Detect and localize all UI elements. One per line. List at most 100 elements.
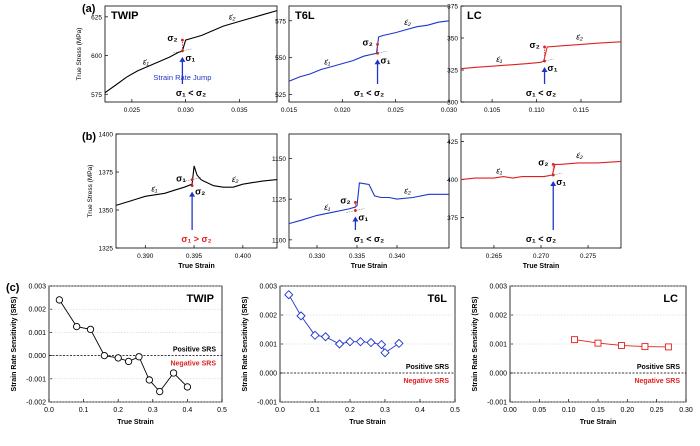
- data-point: [594, 339, 602, 347]
- data-point: [380, 348, 390, 358]
- y-axis-label: True Stress (MPa): [87, 165, 94, 218]
- y-tick-label: 375: [447, 215, 458, 222]
- y-tick-label: 0.003: [28, 284, 46, 291]
- panel-label: (a): [82, 3, 96, 15]
- stress-relation-label: σ₁ > σ₂: [181, 234, 211, 244]
- stress-strain-curve: [460, 41, 622, 70]
- y-tick-label: -0.001: [487, 400, 507, 407]
- strain-rate-1-label: ε̇₁: [496, 167, 503, 176]
- sigma1-label: σ₁: [358, 213, 368, 223]
- y-tick-label: 550: [275, 55, 286, 62]
- y-tick-label: 0.000: [259, 371, 277, 378]
- sigma1-label: σ₁: [556, 177, 566, 187]
- x-tick-label: 0.390: [137, 253, 154, 260]
- strain-rate-1-label: ε̇₁: [496, 55, 503, 64]
- chart-title: T6L: [295, 10, 315, 22]
- y-tick-label: -0.001: [26, 376, 46, 383]
- strain-rate-2-label: ε̇₂: [232, 175, 239, 184]
- extrapolation-line: [346, 208, 365, 213]
- arrow-head-icon: [189, 191, 196, 197]
- y-tick-label: 1125: [272, 197, 286, 204]
- stress-strain-curve: [460, 160, 622, 181]
- x-tick-label: 0.3: [148, 407, 158, 414]
- x-tick-label: 0.30: [679, 407, 693, 414]
- y-tick-label: 1350: [99, 208, 114, 215]
- x-axis-label: True Strain: [349, 419, 386, 426]
- chart-c-twip: 0.0 0.1 0.2 0.3 0.4 0.5 -0.002 -0.001 0.000 0.001…: [11, 284, 227, 427]
- y-tick-label: -0.002: [26, 400, 46, 407]
- strain-rate-2-label: ε̇₂: [404, 186, 411, 195]
- y-axis-label: True Stress (MPa): [76, 28, 83, 81]
- data-point: [145, 376, 153, 384]
- x-tick-label: 0.270: [533, 253, 550, 260]
- data-point: [355, 337, 366, 347]
- x-tick-label: 0.5: [217, 407, 227, 414]
- srs-series-line: [59, 299, 188, 393]
- sigma2-label: σ₂: [195, 187, 205, 197]
- data-point: [156, 387, 164, 396]
- sigma2-point: [354, 201, 357, 204]
- stress-relation-label: σ₁ < σ₂: [526, 234, 556, 244]
- data-point: [320, 332, 331, 342]
- sigma2-point: [551, 163, 555, 166]
- data-point: [618, 342, 625, 349]
- extrapolation-line: [535, 58, 554, 64]
- strain-rate-1-label: ε̇₁: [324, 58, 331, 67]
- x-tick-label: 0.030: [177, 107, 194, 114]
- y-tick-label: 0.000: [489, 371, 507, 378]
- x-tick-label: 0.400: [235, 253, 252, 260]
- sigma1-label: σ₁: [381, 55, 391, 65]
- data-point: [284, 290, 294, 300]
- y-axis-label: Strain Rate Sensitivity (SRS): [472, 297, 479, 392]
- y-tick-label: 1400: [99, 132, 114, 139]
- x-axis-label: True Strain: [178, 263, 215, 270]
- sigma1-label: σ₁: [548, 63, 558, 73]
- plot-frame: [104, 5, 278, 103]
- sigma1-label: σ₁: [176, 174, 186, 184]
- arrow-head-icon: [352, 216, 359, 222]
- plot-frame: [288, 5, 450, 103]
- y-tick-label: 350: [447, 36, 458, 43]
- chart-a-t6l: 0.015 0.020 0.025 0.030 525 550 575 T6L σ₂ σ₁ ε̇₁ ε…: [275, 5, 458, 114]
- x-tick-label: 0.030: [441, 107, 458, 114]
- sigma2-point: [543, 45, 546, 49]
- y-tick-label: 0.002: [28, 307, 46, 314]
- sigma1-point: [181, 49, 184, 53]
- chart-title: T6L: [427, 293, 447, 305]
- strain-rate-2-label: ε̇₂: [576, 33, 583, 42]
- sigma2-point: [181, 38, 184, 42]
- data-point: [296, 311, 306, 321]
- stress-strain-curve: [288, 182, 449, 225]
- chart-b-lc: 0.265 0.270 0.275 375 400 425 True Strain σ₂ σ₁ ε…: [447, 133, 622, 270]
- sigma2-label: σ₂: [363, 37, 373, 47]
- sigma2-point: [376, 43, 379, 46]
- stress-strain-curve: [115, 165, 278, 206]
- y-tick-label: 425: [447, 139, 458, 146]
- x-tick-label: 0.340: [389, 253, 406, 260]
- y-tick-label: 625: [91, 14, 102, 21]
- y-axis-label: Strain Rate Sensitivity (SRS): [11, 297, 18, 392]
- strain-rate-jump-label: Strain Rate Jump: [153, 73, 211, 82]
- data-point: [124, 357, 133, 366]
- x-tick-label: 0.395: [186, 253, 203, 260]
- x-tick-label: 0.2: [345, 407, 355, 414]
- x-tick-label: 0.25: [650, 407, 664, 414]
- data-point: [394, 338, 404, 349]
- x-tick-label: 0.0: [44, 407, 54, 414]
- sigma1-label: σ₁: [185, 53, 195, 63]
- x-tick-label: 0.025: [388, 107, 405, 114]
- y-tick-label: 1325: [99, 246, 114, 253]
- data-point: [86, 325, 95, 334]
- negative-srs-label: Negative SRS: [634, 378, 680, 385]
- x-tick-label: 0.265: [486, 253, 503, 260]
- data-point: [183, 383, 192, 391]
- y-tick-label: 0.003: [259, 284, 277, 291]
- strain-rate-1-label: ε̇₁: [143, 58, 150, 67]
- x-tick-label: 0.275: [580, 253, 597, 260]
- panel-label: (c): [6, 282, 20, 294]
- extrapolation-line: [544, 172, 563, 178]
- y-tick-label: 1150: [272, 156, 286, 163]
- data-point: [55, 296, 64, 304]
- x-tick-label: 0.335: [349, 253, 366, 260]
